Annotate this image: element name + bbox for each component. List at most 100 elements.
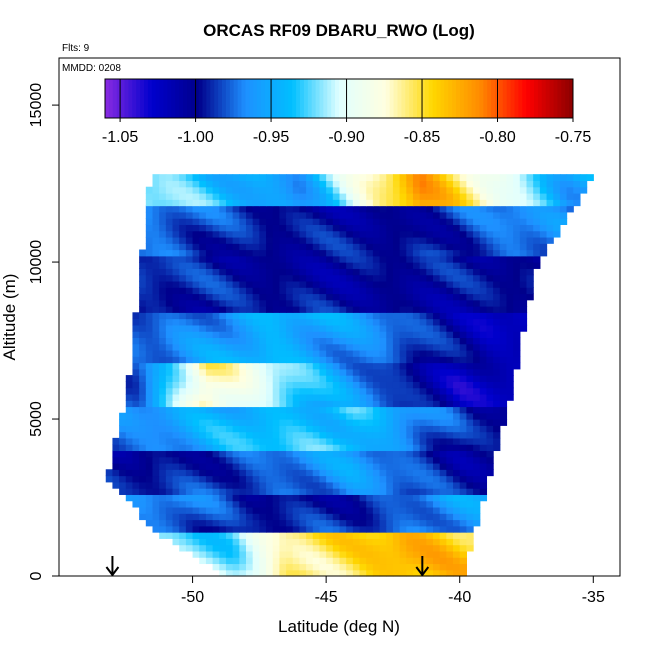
- heatmap-cell: [259, 462, 267, 470]
- heatmap-cell: [152, 513, 160, 521]
- heatmap-cell: [479, 481, 488, 489]
- heatmap-cell: [459, 211, 467, 219]
- heatmap-cell: [459, 519, 467, 527]
- heatmap-cell: [232, 218, 240, 225]
- heatmap-cell: [272, 431, 280, 439]
- heatmap-cell: [566, 186, 574, 194]
- heatmap-cell: [252, 349, 260, 357]
- heatmap-cell: [459, 287, 467, 295]
- heatmap-cell: [386, 343, 394, 351]
- heatmap-cell: [205, 500, 214, 508]
- heatmap-cell: [152, 431, 160, 439]
- heatmap-cell: [185, 356, 194, 364]
- heatmap-cell: [286, 569, 294, 577]
- heatmap-cell: [326, 525, 334, 533]
- heatmap-cell: [252, 249, 260, 257]
- heatmap-cell: [179, 192, 187, 200]
- heatmap-cell: [352, 525, 361, 533]
- heatmap-cell: [232, 419, 240, 426]
- heatmap-cell: [145, 368, 154, 376]
- heatmap-cell: [159, 174, 167, 182]
- heatmap-cell: [339, 368, 347, 376]
- heatmap-cell: [132, 469, 140, 477]
- heatmap-cell: [225, 356, 234, 364]
- heatmap-cell: [332, 544, 341, 552]
- heatmap-cell: [252, 412, 260, 420]
- heatmap-cell: [246, 481, 254, 489]
- heatmap-cell: [359, 262, 367, 269]
- heatmap-cell: [433, 525, 441, 533]
- heatmap-cell: [292, 506, 301, 514]
- heatmap-cell: [199, 205, 207, 213]
- heatmap-cell: [145, 343, 154, 351]
- heatmap-cell: [446, 412, 454, 420]
- heatmap-cell: [412, 205, 421, 213]
- heatmap-cell: [579, 174, 588, 182]
- heatmap-cell: [266, 563, 274, 571]
- heatmap-cell: [279, 287, 287, 295]
- heatmap-cell: [433, 180, 441, 188]
- heatmap-cell: [306, 274, 314, 282]
- heatmap-cell: [266, 356, 274, 364]
- heatmap-cell: [392, 557, 401, 565]
- heatmap-cell: [426, 494, 434, 502]
- colorbar-swatch: [537, 79, 543, 118]
- heatmap-cell: [433, 506, 441, 514]
- heatmap-cell: [386, 525, 394, 533]
- heatmap-cell: [433, 437, 441, 445]
- heatmap-cell: [553, 180, 561, 188]
- heatmap-cell: [379, 425, 387, 433]
- heatmap-cell: [312, 174, 321, 182]
- heatmap-cell: [346, 287, 354, 295]
- heatmap-cell: [266, 513, 274, 521]
- heatmap-cell: [392, 488, 401, 495]
- heatmap-cell: [145, 199, 154, 207]
- heatmap-cell: [486, 412, 494, 420]
- heatmap-cell: [279, 513, 287, 521]
- heatmap-cell: [199, 180, 207, 188]
- heatmap-cell: [212, 368, 220, 376]
- heatmap-cell: [306, 475, 314, 483]
- heatmap-cell: [252, 205, 260, 213]
- heatmap-cell: [426, 456, 434, 464]
- heatmap-cell: [205, 425, 214, 433]
- heatmap-cell: [466, 532, 474, 539]
- heatmap-cell: [279, 462, 287, 470]
- heatmap-cell: [332, 236, 341, 244]
- heatmap-cell: [272, 538, 280, 546]
- heatmap-cell: [366, 299, 374, 307]
- heatmap-cell: [232, 268, 240, 276]
- heatmap-cell: [499, 199, 508, 207]
- heatmap-cell: [165, 462, 174, 470]
- heatmap-cell: [326, 243, 334, 251]
- heatmap-cell: [399, 387, 407, 395]
- heatmap-cell: [519, 205, 528, 213]
- heatmap-cell: [232, 425, 240, 433]
- heatmap-cell: [459, 174, 467, 182]
- heatmap-cell: [359, 274, 367, 282]
- heatmap-cell: [326, 255, 334, 263]
- heatmap-cell: [232, 306, 240, 313]
- heatmap-cell: [366, 469, 374, 477]
- heatmap-cell: [159, 343, 167, 351]
- heatmap-cell: [225, 368, 234, 376]
- heatmap-cell: [533, 186, 541, 194]
- colorbar-swatch: [569, 79, 574, 118]
- heatmap-cell: [312, 437, 321, 445]
- heatmap-cell: [152, 205, 160, 213]
- heatmap-cell: [139, 381, 147, 389]
- heatmap-cell: [372, 456, 381, 464]
- heatmap-cell: [145, 488, 154, 495]
- heatmap-cell: [319, 519, 327, 527]
- heatmap-cell: [239, 299, 247, 307]
- heatmap-cell: [152, 406, 160, 414]
- heatmap-cell: [412, 444, 421, 452]
- heatmap-cell: [292, 362, 301, 370]
- heatmap-cell: [433, 375, 441, 382]
- heatmap-cell: [286, 362, 294, 370]
- heatmap-cell: [252, 343, 260, 351]
- heatmap-cell: [266, 218, 274, 225]
- heatmap-cell: [426, 450, 434, 458]
- heatmap-cell: [513, 174, 521, 182]
- heatmap-cell: [359, 218, 367, 225]
